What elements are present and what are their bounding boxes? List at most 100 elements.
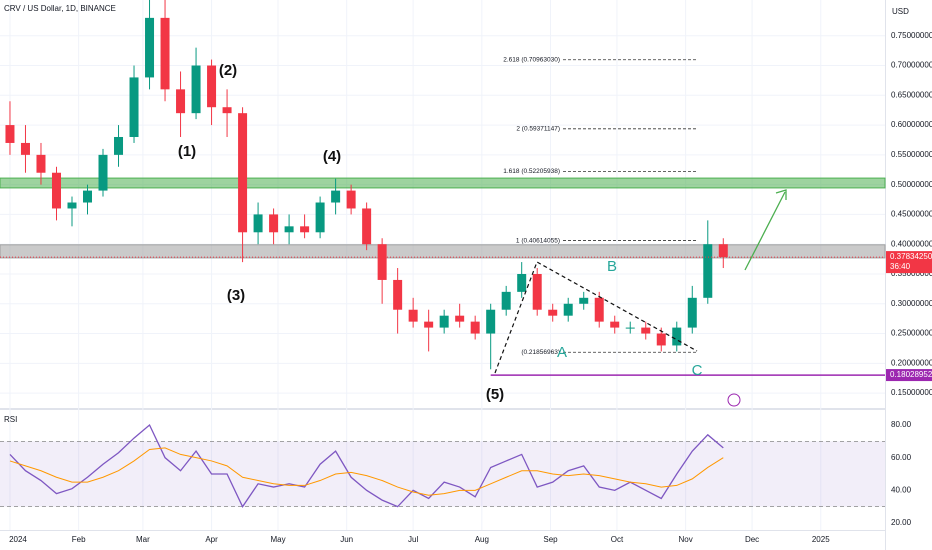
axis-border	[885, 0, 886, 550]
candle-body	[222, 107, 232, 114]
candle-body	[455, 315, 465, 322]
y-tick-label: 0.60000000	[891, 120, 932, 129]
candle-body	[20, 142, 30, 155]
y-tick-label: 0.45000000	[891, 210, 932, 219]
x-tick-label: 2024	[9, 535, 27, 544]
y-tick-label: 40.00	[891, 485, 912, 494]
candle-body	[36, 154, 46, 173]
x-tick-label: Sep	[543, 535, 558, 544]
candle-body	[5, 125, 15, 143]
annotation: (2)	[219, 62, 237, 79]
y-tick-label: 0.70000000	[891, 61, 932, 70]
candle-body	[67, 202, 77, 209]
y-tick-label: 0.55000000	[891, 150, 932, 159]
currency: USD	[892, 7, 909, 16]
fib-label: (0.21856963)	[521, 349, 560, 356]
candle-body	[594, 297, 604, 322]
candle-body	[532, 273, 542, 310]
candle-body	[548, 309, 558, 316]
x-tick-label: Oct	[611, 535, 624, 544]
fib-label: 1.618 (0.52205938)	[503, 168, 560, 175]
y-tick-label: 0.50000000	[891, 180, 932, 189]
y-tick-label: 0.75000000	[891, 31, 932, 40]
candle-body	[703, 244, 713, 298]
y-tick-label: 0.15000000	[891, 388, 932, 397]
annotation: (3)	[227, 287, 245, 304]
candle-body	[377, 244, 387, 280]
candle-body	[253, 214, 263, 233]
candle-body	[114, 136, 124, 155]
x-tick-label: Nov	[679, 535, 693, 544]
candle-body	[656, 333, 666, 346]
candle-body	[501, 291, 511, 310]
annotation: C	[692, 362, 703, 379]
y-tick-label: 60.00	[891, 453, 912, 462]
candle-body	[346, 190, 356, 209]
fib-label: 2 (0.59371147)	[516, 126, 560, 133]
candle-body	[362, 208, 372, 245]
candle-body	[439, 315, 449, 328]
candle-body	[284, 226, 294, 233]
candle-body	[393, 279, 403, 310]
price-tag	[886, 251, 932, 274]
countdown: 36:40	[890, 262, 911, 271]
rsi-line	[9, 423, 724, 508]
candle-body	[687, 297, 697, 328]
y-tick-label: 0.40000000	[891, 239, 932, 248]
candle-body	[98, 154, 108, 191]
candle-body	[517, 273, 527, 292]
y-tick-label: 80.00	[891, 420, 912, 429]
x-tick-label: Feb	[72, 535, 86, 544]
candle-body	[83, 190, 93, 203]
fib-label: 2.618 (0.70963030)	[503, 57, 560, 64]
x-tick-label: Apr	[205, 535, 218, 544]
support-label: 0.18028952	[890, 370, 932, 379]
zone	[0, 177, 886, 189]
x-tick-label: 2025	[812, 535, 830, 544]
support-tag	[886, 369, 932, 382]
candle-body	[315, 202, 325, 233]
candle-body	[625, 327, 635, 329]
arrow	[744, 191, 786, 271]
wave-line	[494, 261, 698, 374]
annotation: (4)	[323, 148, 341, 165]
candle-body	[160, 17, 170, 90]
candle-body	[191, 65, 201, 114]
x-tick-label: Jul	[408, 535, 418, 544]
candle-body	[300, 226, 310, 233]
chart-title: CRV / US Dollar, 1D, BINANCE	[4, 4, 116, 13]
rsi-band	[0, 441, 885, 507]
x-tick-label: May	[270, 535, 285, 544]
y-tick-label: 0.20000000	[891, 358, 932, 367]
candle-body	[470, 321, 480, 334]
candle-body	[641, 327, 651, 334]
candle-body	[269, 214, 279, 233]
candle-body	[408, 309, 418, 322]
candle-body	[579, 297, 589, 304]
candle-body	[424, 321, 434, 328]
event-icon[interactable]	[727, 393, 741, 407]
price-label: 0.37834250	[890, 252, 932, 261]
axis-border	[0, 530, 885, 531]
y-tick-label: 0.30000000	[891, 299, 932, 308]
y-tick-label: 0.35000000	[891, 269, 932, 278]
rsi-title: RSI	[4, 415, 17, 424]
pane-divider	[0, 408, 885, 410]
rsi-line	[9, 447, 724, 496]
candle-body	[207, 65, 217, 108]
annotation: B	[607, 258, 617, 275]
candle-body	[610, 321, 620, 328]
candle-body	[238, 113, 248, 233]
y-tick-label: 0.25000000	[891, 329, 932, 338]
x-tick-label: Jun	[340, 535, 353, 544]
candle-body	[145, 17, 155, 78]
annotation: (1)	[178, 143, 196, 160]
x-tick-label: Aug	[475, 535, 489, 544]
y-tick-label: 0.65000000	[891, 90, 932, 99]
candle-body	[129, 77, 139, 137]
arrow-head	[775, 189, 787, 200]
fib-label: 1 (0.40614055)	[516, 237, 560, 244]
y-tick-label: 20.00	[891, 518, 912, 527]
candle-body	[672, 327, 682, 346]
